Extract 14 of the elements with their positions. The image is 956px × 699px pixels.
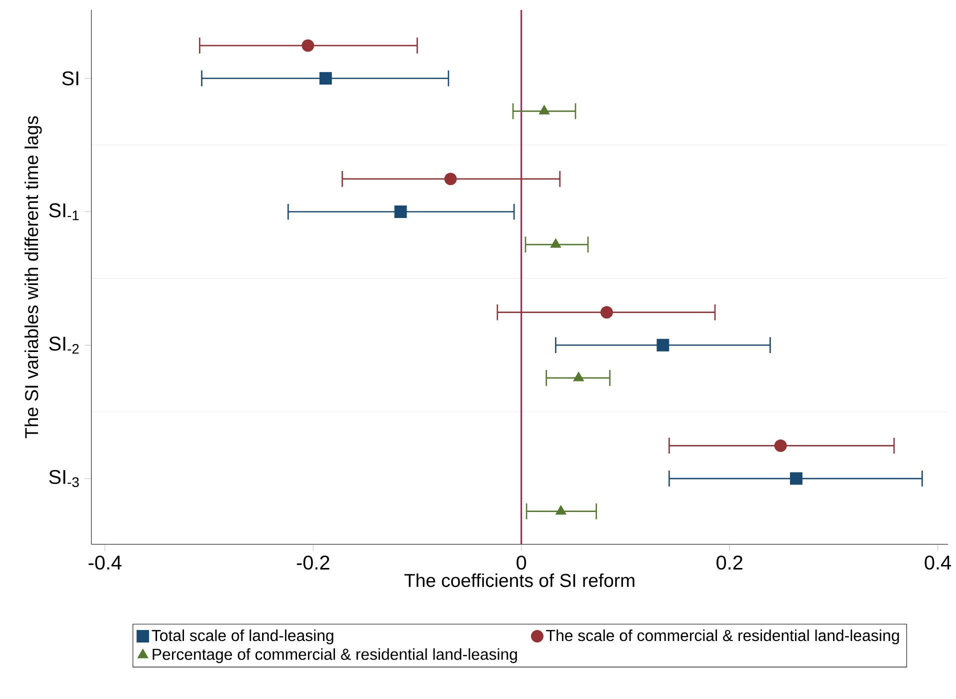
legend-label: The scale of commercial & residential land-leasing: [546, 629, 899, 644]
x-tick-label: 0.2: [716, 555, 742, 570]
y-tick-label: SI$_{-1}$: [49, 203, 79, 220]
legend-label: Total scale of land-leasing: [152, 629, 334, 644]
x-tick-label: -0.4: [88, 555, 122, 570]
x-axis-title: The coefficients of SI reform: [404, 573, 634, 587]
x-tick-label: 0: [516, 555, 526, 570]
y-tick-label: SI$_{-2}$: [49, 336, 79, 354]
legend-label: Percentage of commercial & residential land-leasing: [152, 648, 517, 663]
y-tick-label: SI: [62, 71, 78, 86]
y-axis-title: The SI variables with different time lags: [24, 116, 42, 438]
x-tick-label: 0.4: [924, 555, 952, 570]
y-tick-label: SI$_{-3}$: [49, 470, 79, 487]
x-tick-label: -0.2: [296, 555, 330, 570]
